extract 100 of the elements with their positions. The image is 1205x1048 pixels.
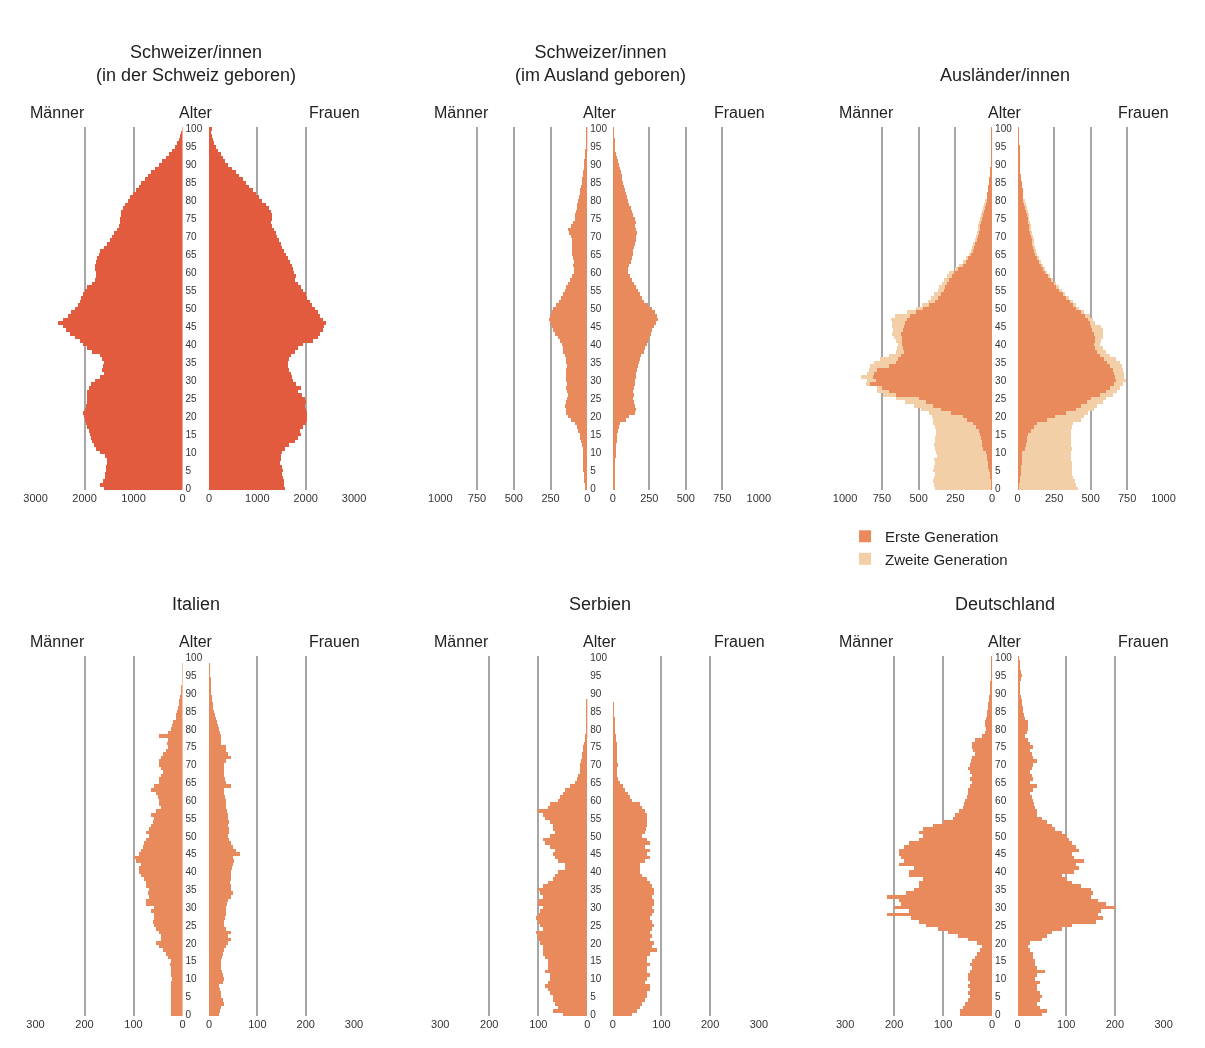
y-tick-label: 70: [995, 231, 1007, 243]
y-tick-label: 60: [185, 267, 198, 279]
x-tick-label: 100: [529, 1018, 548, 1031]
chart-title: Italien: [172, 594, 221, 614]
y-tick-label: 65: [995, 777, 1007, 789]
x-tick-label: 750: [713, 492, 732, 505]
y-tick-label: 25: [185, 919, 198, 931]
y-tick-label: 40: [590, 866, 602, 878]
y-tick-label: 20: [995, 411, 1007, 423]
y-tick-label: 30: [590, 375, 602, 387]
x-tick-label: 200: [296, 1018, 315, 1031]
y-tick-label: 85: [185, 177, 198, 189]
y-tick-label: 85: [590, 705, 602, 717]
y-tick-label: 50: [590, 830, 602, 842]
y-tick-label: 70: [590, 759, 602, 771]
x-tick-label: 250: [541, 492, 560, 505]
x-tick-label: 300: [835, 1018, 855, 1031]
y-tick-label: 55: [185, 812, 198, 824]
y-tick-label: 50: [590, 303, 602, 315]
x-tick-label: 1000: [746, 492, 772, 505]
y-tick-label: 80: [995, 195, 1007, 207]
x-tick-label: 100: [652, 1018, 671, 1031]
x-tick-label: 1000: [245, 492, 270, 505]
x-tick-label: 500: [909, 492, 928, 505]
y-tick-label: 70: [185, 759, 198, 771]
legend-label: Erste Generation: [885, 528, 999, 546]
y-tick-label: 35: [185, 884, 198, 896]
y-tick-label: 30: [185, 375, 198, 387]
y-axis-title: Alter: [179, 104, 213, 121]
y-tick-label: 75: [185, 213, 198, 225]
y-tick-label: 60: [185, 794, 198, 806]
y-tick-label: 30: [185, 901, 198, 913]
x-tick-label: 750: [1117, 492, 1137, 505]
x-tick-label: 250: [946, 492, 965, 505]
y-tick-label: 20: [590, 411, 602, 423]
y-tick-label: 30: [590, 901, 602, 913]
y-tick-label: 60: [995, 267, 1007, 279]
y-tick-label: 45: [995, 321, 1007, 333]
y-tick-label: 85: [995, 705, 1007, 717]
y-tick-label: 90: [590, 159, 602, 171]
y-tick-label: 35: [995, 884, 1007, 896]
text: Frauen: [309, 104, 360, 121]
y-tick-label: 15: [590, 429, 602, 441]
x-tick-label: 0: [609, 492, 616, 505]
text: Frauen: [714, 633, 765, 650]
y-tick-label: 5: [590, 464, 597, 476]
y-tick-label: 35: [185, 357, 198, 369]
y-tick-label: 45: [590, 848, 602, 860]
y-tick-label: 80: [185, 723, 198, 735]
text: Männer: [434, 633, 489, 650]
text: Frauen: [714, 104, 765, 121]
x-tick-label: 300: [344, 1018, 364, 1031]
y-tick-label: 35: [590, 357, 602, 369]
y-tick-label: 70: [590, 231, 602, 243]
x-tick-label: 1000: [428, 492, 453, 505]
y-tick-label: 10: [185, 973, 198, 985]
x-tick-label: 1000: [832, 492, 858, 505]
y-tick-label: 70: [185, 231, 198, 243]
y-tick-label: 0: [590, 1008, 597, 1020]
y-tick-label: 100: [590, 652, 608, 664]
y-tick-label: 60: [995, 794, 1007, 806]
y-tick-label: 20: [590, 937, 602, 949]
y-tick-label: 40: [590, 339, 602, 351]
y-axis-title: Alter: [988, 633, 1022, 650]
legend-label: Zweite Generation: [885, 550, 1008, 568]
y-tick-label: 100: [995, 123, 1013, 135]
x-tick-label: 3000: [341, 492, 367, 505]
x-tick-label: 200: [75, 1018, 94, 1031]
x-tick-label: 0: [1014, 1018, 1021, 1031]
x-tick-label: 0: [1014, 492, 1021, 505]
x-tick-label: 200: [884, 1018, 904, 1031]
y-tick-label: 5: [995, 991, 1002, 1003]
y-tick-label: 65: [185, 777, 198, 789]
text: Frauen: [1118, 633, 1169, 650]
text: Männer: [434, 104, 489, 121]
x-tick-label: 200: [480, 1018, 499, 1031]
x-tick-label: 0: [205, 492, 213, 505]
x-tick-label: 100: [124, 1018, 143, 1031]
y-tick-label: 0: [995, 482, 1002, 494]
y-tick-label: 15: [590, 955, 602, 967]
text: Frauen: [309, 633, 360, 650]
text: Männer: [30, 104, 85, 121]
y-tick-label: 25: [590, 919, 602, 931]
x-tick-label: 250: [640, 492, 659, 505]
y-tick-label: 25: [995, 393, 1007, 405]
y-tick-label: 15: [995, 955, 1007, 967]
x-tick-label: 0: [205, 1018, 213, 1031]
y-tick-label: 90: [995, 687, 1007, 699]
y-tick-label: 0: [185, 482, 192, 494]
x-tick-label: 100: [1057, 1018, 1076, 1031]
y-tick-label: 5: [185, 991, 192, 1003]
y-tick-label: 10: [995, 447, 1007, 458]
y-tick-label: 45: [185, 321, 198, 333]
y-tick-label: 80: [590, 723, 602, 735]
x-tick-label: 750: [467, 492, 487, 505]
y-tick-label: 60: [590, 267, 602, 279]
y-tick-label: 10: [995, 973, 1007, 985]
y-tick-label: 15: [185, 429, 198, 441]
y-axis-title: Alter: [179, 633, 213, 650]
y-tick-label: 50: [185, 830, 198, 842]
